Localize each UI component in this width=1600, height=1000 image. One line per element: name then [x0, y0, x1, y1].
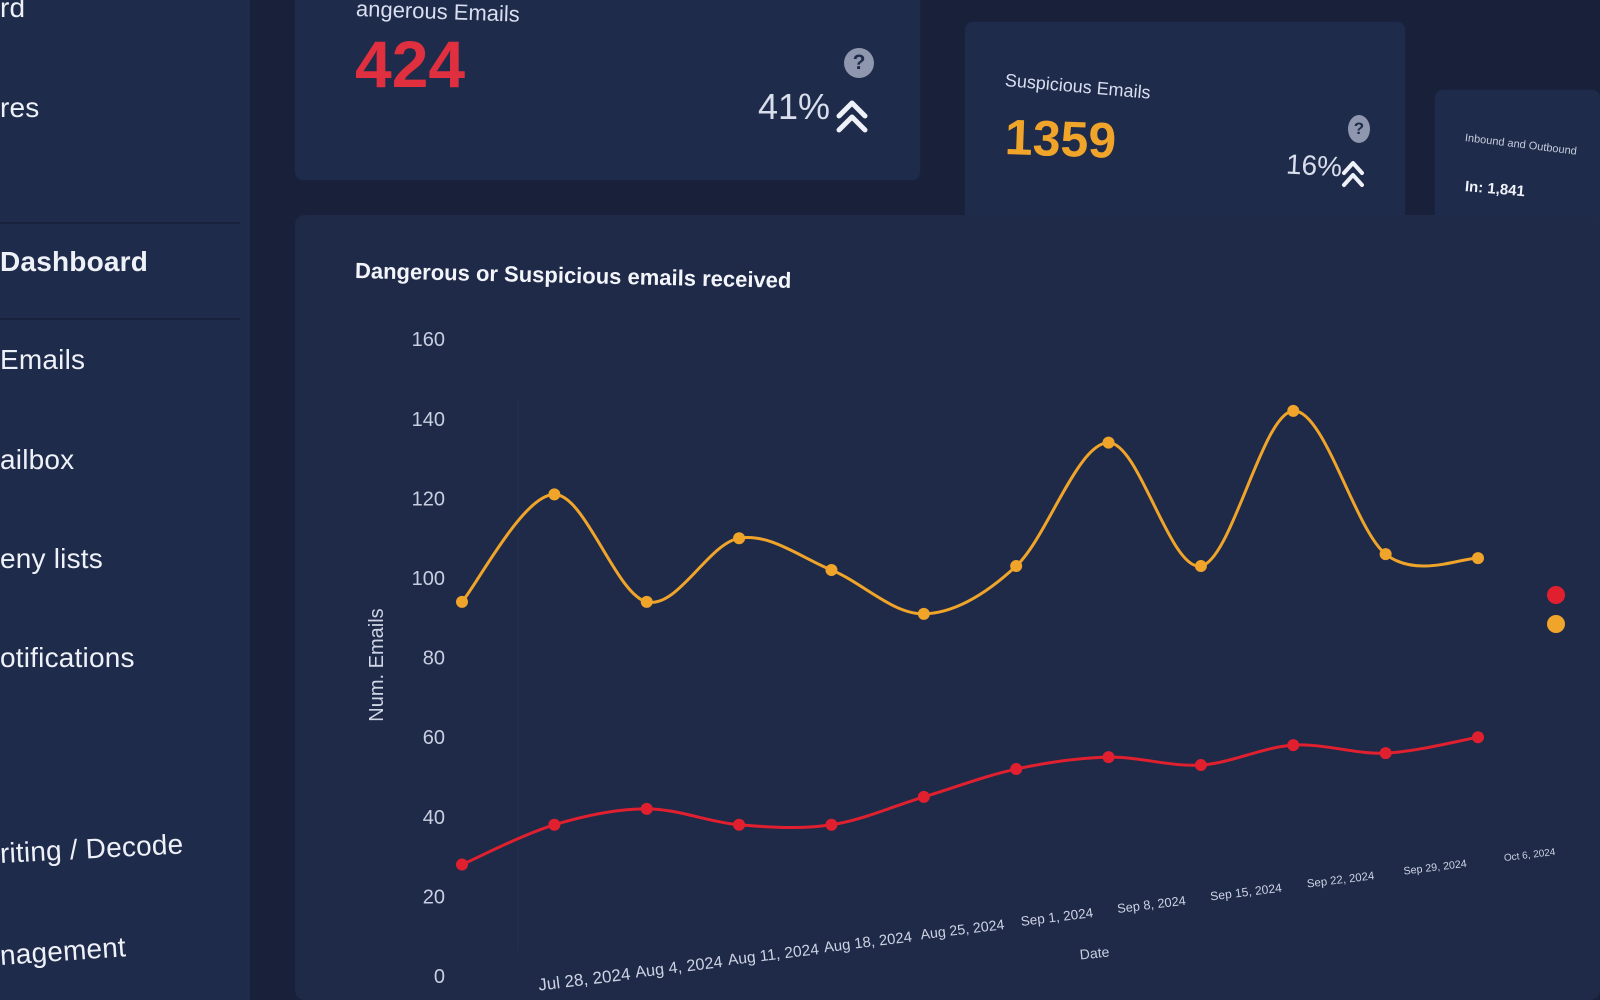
- sidebar-item-dashboard[interactable]: Dashboard: [0, 246, 149, 277]
- data-point[interactable]: [548, 818, 561, 831]
- sidebar-divider: [0, 222, 240, 224]
- x-tick-label: Sep 1, 2024: [1020, 905, 1095, 929]
- x-tick-label: Aug 11, 2024: [727, 941, 820, 969]
- y-tick-label: 20: [423, 886, 445, 908]
- legend-dot-series-1: [1547, 586, 1565, 604]
- y-tick-label: 0: [434, 966, 445, 988]
- data-point[interactable]: [456, 858, 468, 871]
- data-point[interactable]: [825, 818, 838, 831]
- x-tick-label: Aug 4, 2024: [634, 953, 723, 982]
- data-point[interactable]: [1287, 404, 1300, 417]
- x-axis-label: Date: [1079, 944, 1110, 963]
- data-point[interactable]: [456, 595, 468, 608]
- data-point[interactable]: [917, 790, 930, 803]
- double-chevron-up-icon: [1342, 161, 1364, 187]
- data-point[interactable]: [917, 607, 930, 620]
- x-tick-label: Aug 25, 2024: [920, 917, 1006, 943]
- sidebar-item-emails[interactable]: Emails: [0, 344, 86, 375]
- legend-dot-series-2: [1547, 615, 1565, 633]
- y-tick-label: 60: [423, 727, 445, 749]
- x-tick-label: Sep 8, 2024: [1116, 893, 1186, 916]
- sidebar-item-features[interactable]: res: [0, 92, 40, 123]
- data-point[interactable]: [1379, 548, 1392, 561]
- x-tick-label: Sep 29, 2024: [1403, 858, 1468, 878]
- y-tick-label: 140: [412, 409, 445, 431]
- help-icon[interactable]: ?: [1348, 115, 1370, 143]
- sidebar-item-deny-lists[interactable]: eny lists: [0, 543, 103, 574]
- sidebar-item-notifications[interactable]: otifications: [0, 642, 135, 673]
- y-axis-label: Num. Emails: [366, 608, 388, 721]
- data-point[interactable]: [1379, 747, 1392, 760]
- suspicious-emails-card[interactable]: [965, 22, 1405, 237]
- y-tick-label: 80: [423, 648, 445, 670]
- data-point[interactable]: [1472, 552, 1484, 565]
- y-tick-label: 40: [423, 807, 445, 829]
- x-tick-label: Jul 28, 2024: [537, 964, 631, 994]
- data-point[interactable]: [640, 595, 653, 608]
- sidebar-divider: [0, 318, 240, 320]
- help-icon[interactable]: ?: [844, 48, 874, 78]
- data-point[interactable]: [1194, 560, 1207, 573]
- x-tick-label: Oct 6, 2024: [1503, 847, 1556, 864]
- y-tick-label: 160: [412, 329, 445, 351]
- dangerous-emails-value: 424: [355, 27, 466, 101]
- sidebar: rd res Dashboard Emails ailbox eny lists…: [0, 0, 251, 1000]
- y-tick-label: 120: [412, 488, 445, 510]
- x-tick-label: Sep 15, 2024: [1209, 881, 1282, 904]
- data-point[interactable]: [640, 802, 653, 815]
- data-point[interactable]: [1194, 759, 1207, 772]
- dangerous-emails-change: 41%: [758, 86, 831, 127]
- data-point[interactable]: [1472, 731, 1484, 744]
- dangerous-emails-card[interactable]: [295, 0, 920, 180]
- data-point[interactable]: [1102, 436, 1115, 449]
- data-point[interactable]: [548, 488, 561, 501]
- data-point[interactable]: [825, 564, 838, 577]
- data-point[interactable]: [733, 532, 746, 545]
- x-tick-label: Sep 22, 2024: [1306, 870, 1375, 890]
- data-point[interactable]: [1010, 763, 1023, 776]
- x-tick-label: Aug 18, 2024: [823, 930, 913, 957]
- data-point[interactable]: [1010, 560, 1023, 573]
- sidebar-item-mailbox[interactable]: ailbox: [0, 444, 75, 475]
- series-line-2: [461, 735, 1479, 866]
- y-tick-label: 100: [412, 568, 445, 590]
- sidebar-item-dashboard-header[interactable]: rd: [0, 0, 26, 23]
- chart-panel: [295, 215, 1600, 1000]
- double-chevron-up-icon: [836, 100, 868, 133]
- data-point[interactable]: [733, 818, 746, 831]
- data-point[interactable]: [1102, 751, 1115, 764]
- series-line-1: [460, 409, 1479, 616]
- data-point[interactable]: [1287, 739, 1300, 752]
